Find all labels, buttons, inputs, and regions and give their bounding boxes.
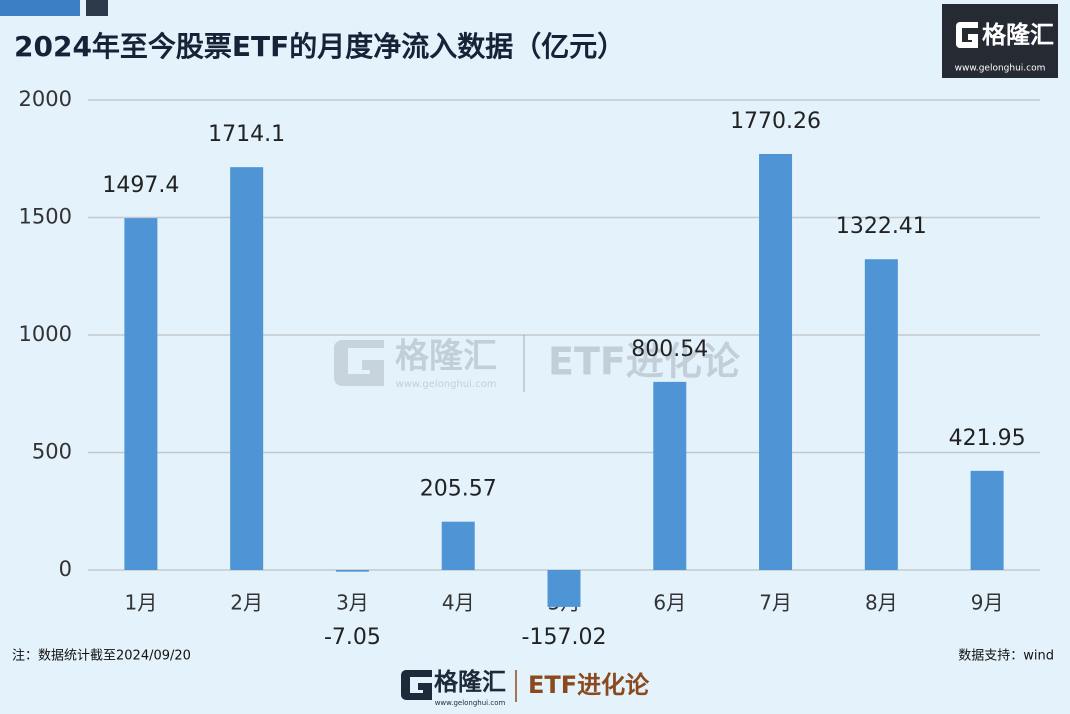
bar — [124, 218, 158, 570]
footer-name: 格隆汇 — [434, 668, 506, 696]
y-tick-label: 1000 — [19, 322, 72, 346]
logo-icon — [956, 22, 978, 48]
bar — [230, 167, 264, 570]
bar — [547, 570, 581, 607]
x-tick-label: 3月 — [336, 591, 369, 615]
data-label: -157.02 — [522, 625, 607, 650]
data-label: 1497.4 — [102, 173, 179, 198]
data-label: 421.95 — [949, 426, 1026, 451]
watermark-column: ETF进化论 — [548, 340, 741, 384]
y-tick-label: 500 — [32, 440, 72, 464]
x-tick-label: 4月 — [442, 591, 475, 615]
watermark-url: www.gelonghui.com — [396, 379, 497, 390]
bar — [759, 153, 793, 571]
footer-logo: 格隆汇 www.gelonghui.com ETF进化论 — [401, 668, 650, 707]
footer-column: ETF进化论 — [528, 671, 650, 699]
bar — [335, 570, 369, 572]
watermark-name: 格隆汇 — [395, 337, 497, 377]
bar — [653, 381, 687, 570]
x-tick-label: 9月 — [971, 591, 1004, 615]
note: 注：数据统计截至2024/09/20 — [12, 649, 191, 664]
x-tick-label: 7月 — [759, 591, 792, 615]
corner-strip — [86, 0, 108, 16]
source: 数据支持：wind — [958, 649, 1054, 664]
x-tick-label: 8月 — [865, 591, 898, 615]
y-tick-label: 1500 — [19, 205, 72, 229]
watermark: 格隆汇 www.gelonghui.com ETF进化论 — [334, 335, 741, 392]
bar — [441, 521, 475, 570]
data-label: 800.54 — [631, 337, 708, 362]
logo-name: 格隆汇 — [982, 21, 1054, 49]
footer-url: www.gelonghui.com — [435, 699, 506, 707]
y-tick-label: 2000 — [19, 87, 72, 111]
data-label: 1770.26 — [730, 109, 821, 134]
x-tick-label: 6月 — [653, 591, 686, 615]
y-tick-label: 0 — [59, 557, 72, 581]
bar — [864, 259, 898, 570]
x-tick-label: 2月 — [230, 591, 263, 615]
data-label: 205.57 — [420, 477, 497, 502]
footer-icon — [401, 670, 432, 700]
data-label: 1322.41 — [836, 214, 927, 239]
chart-title: 2024年至今股票ETF的月度净流入数据（亿元） — [14, 30, 625, 63]
watermark-icon — [334, 340, 384, 386]
logo-url: www.gelonghui.com — [955, 64, 1046, 74]
x-tick-label: 1月 — [125, 591, 158, 615]
data-label: -7.05 — [324, 625, 381, 650]
bar — [970, 470, 1004, 570]
corner-strip — [0, 0, 80, 16]
logo: 格隆汇 www.gelonghui.com — [942, 4, 1058, 78]
data-label: 1714.1 — [208, 122, 285, 147]
